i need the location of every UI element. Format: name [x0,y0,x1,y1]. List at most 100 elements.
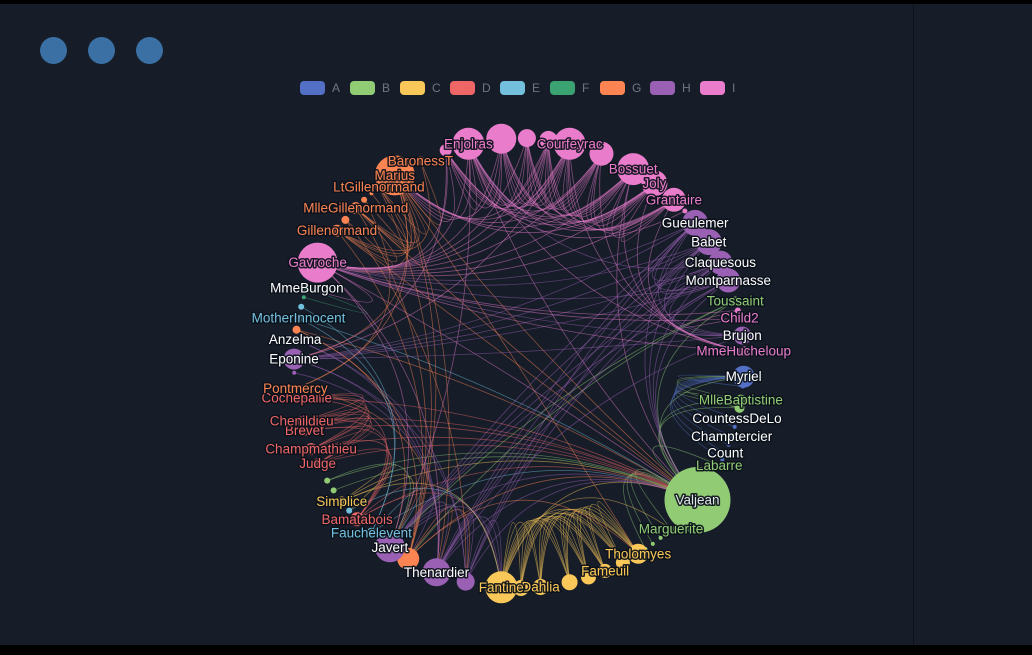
graph-node-Champmathieu[interactable] [305,443,318,456]
graph-node-Champtercier[interactable] [729,433,735,439]
legend-item-H[interactable]: H [650,81,700,95]
graph-node-Brujon[interactable] [733,326,752,345]
graph-node-Marius[interactable] [374,155,415,196]
graph-node-Grantaire[interactable] [661,187,686,212]
graph-node-Javert[interactable] [374,532,405,563]
graph-node-Simplice[interactable] [336,496,347,507]
legend-item-A[interactable]: A [300,81,350,95]
graph-node-MlleVaubois[interactable] [369,191,374,196]
graph-edge-Dahlia-Tholomyes [540,508,639,588]
graph-edge-Prouvaire-Enjolras [468,138,528,206]
graph-node-Fauchelevent[interactable] [366,527,377,538]
graph-node-Mabeuf[interactable] [439,144,452,157]
graph-node-Cochepaille[interactable] [291,393,302,404]
graph-node-MmePontmercy[interactable] [361,196,368,203]
graph-node-Dahlia[interactable] [532,579,549,595]
graph-node-MmeBurgon[interactable] [302,283,311,292]
graph-node-Geborand[interactable] [732,424,737,429]
legend-item-D[interactable]: D [450,81,500,95]
graph-node-Bossuet[interactable] [617,153,650,186]
graph-node-BaronessT[interactable] [415,156,425,166]
graph-edge-Scaufflaire-Valjean [333,456,698,501]
window-control-dot-3[interactable] [136,37,163,64]
graph-node-Joly[interactable] [641,170,668,197]
graph-edge-Thenardier-Valjean [436,479,698,573]
graph-node-Thenardier[interactable] [422,558,451,587]
graph-edge-Gueulemer-Thenardier [436,222,696,573]
graph-node-MmeHucheloup[interactable] [738,346,749,357]
graph-node-Claquesous[interactable] [708,250,733,275]
graph-node-MlleGillenormand[interactable] [349,202,362,215]
graph-node-MlleBaptistine[interactable] [735,394,747,406]
graph-node-Favourite[interactable] [561,574,578,591]
graph-node-Magnon[interactable] [341,215,350,224]
graph-node-Babet[interactable] [695,229,722,256]
window-control-dot-1[interactable] [40,37,67,64]
graph-edge-Gueulemer-Javert [389,222,696,548]
graph-node-Gavroche[interactable] [297,242,338,283]
graph-edge-Zephine-Dahlia [520,522,541,589]
graph-node-Blacheville[interactable] [581,569,596,585]
graph-node-Jondrette[interactable] [301,295,306,300]
graph-node-Myriel[interactable] [732,365,755,388]
graph-node-Toussaint[interactable] [730,296,740,306]
graph-node-MmeMagloire[interactable] [734,402,745,413]
graph-node-CountessDeLo[interactable] [734,416,740,422]
graph-node-Labarre[interactable] [717,463,722,468]
node-label-MlleGillenormand: MlleGillenormand [303,201,408,216]
legend-item-C[interactable]: C [400,81,450,95]
graph-node-Fantine[interactable] [485,571,518,604]
graph-node-Scaufflaire[interactable] [330,487,337,494]
graph-edge-Enjolras-Mabeuf [445,143,478,211]
graph-edge-Feuilly-Prouvaire [526,138,549,205]
graph-node-Napoleon[interactable] [740,384,745,389]
graph-node-Child2[interactable] [735,314,744,323]
graph-node-Perpetue[interactable] [346,507,353,514]
legend-item-E[interactable]: E [500,81,550,95]
graph-node-Listolier[interactable] [615,555,630,570]
graph-node-MotherPlutarch[interactable] [682,208,688,214]
graph-node-Fameuil[interactable] [598,563,613,578]
graph-node-Bahorel[interactable] [589,141,614,166]
graph-node-MotherInnocent[interactable] [294,313,303,323]
window-control-dot-2[interactable] [88,37,115,64]
graph-node-Prouvaire[interactable] [517,129,536,148]
graph-node-OldMan[interactable] [720,457,725,462]
graph-node-Woman2[interactable] [292,325,301,334]
graph-node-Boulatruelle[interactable] [292,370,297,375]
graph-node-Child1[interactable] [734,307,741,314]
graph-node-Courfeyrac[interactable] [553,127,586,160]
graph-node-Isabeau[interactable] [650,541,655,546]
graph-node-Bamatabois[interactable] [350,512,365,527]
legend-item-I[interactable]: I [700,81,750,95]
graph-node-Judge[interactable] [312,458,323,469]
legend-item-F[interactable]: F [550,81,600,95]
graph-node-Gillenormand[interactable] [331,224,343,237]
graph-edge-Grantaire-Bahorel [593,153,675,234]
graph-node-Valjean[interactable] [664,467,731,533]
graph-node-Count[interactable] [722,450,728,456]
graph-node-Brevet[interactable] [299,425,310,436]
graph-node-Eponine[interactable] [283,348,305,370]
graph-node-Feuilly[interactable] [539,130,558,149]
graph-node-Cravatte[interactable] [726,442,731,447]
graph-node-Tholomyes[interactable] [628,543,649,564]
graph-canvas[interactable]: Myriel MlleBaptistine CountessDeLo Champter… [0,4,1032,655]
graph-nodes [283,123,755,604]
graph-node-MmeThenardier[interactable] [456,572,475,591]
graph-node-Gribier[interactable] [298,303,305,310]
legend-item-B[interactable]: B [350,81,400,95]
graph-node-MmeDeR[interactable] [658,535,663,540]
graph-node-Gueulemer[interactable] [682,209,709,236]
graph-node-Montparnasse[interactable] [716,268,741,293]
graph-node-Combeferre[interactable] [486,123,517,154]
graph-node-Zephine[interactable] [513,580,529,596]
graph-node-Enjolras[interactable] [452,127,485,160]
graph-node-Marguerite[interactable] [667,525,675,533]
graph-node-Woman1[interactable] [324,477,331,484]
graph-node-Anzelma[interactable] [291,335,300,344]
graph-node-Chenildieu[interactable] [296,416,307,427]
graph-edge-Marius-LtGillenormand [378,175,426,235]
graph-node-Pontmercy[interactable] [291,384,300,393]
legend-item-G[interactable]: G [600,81,650,95]
